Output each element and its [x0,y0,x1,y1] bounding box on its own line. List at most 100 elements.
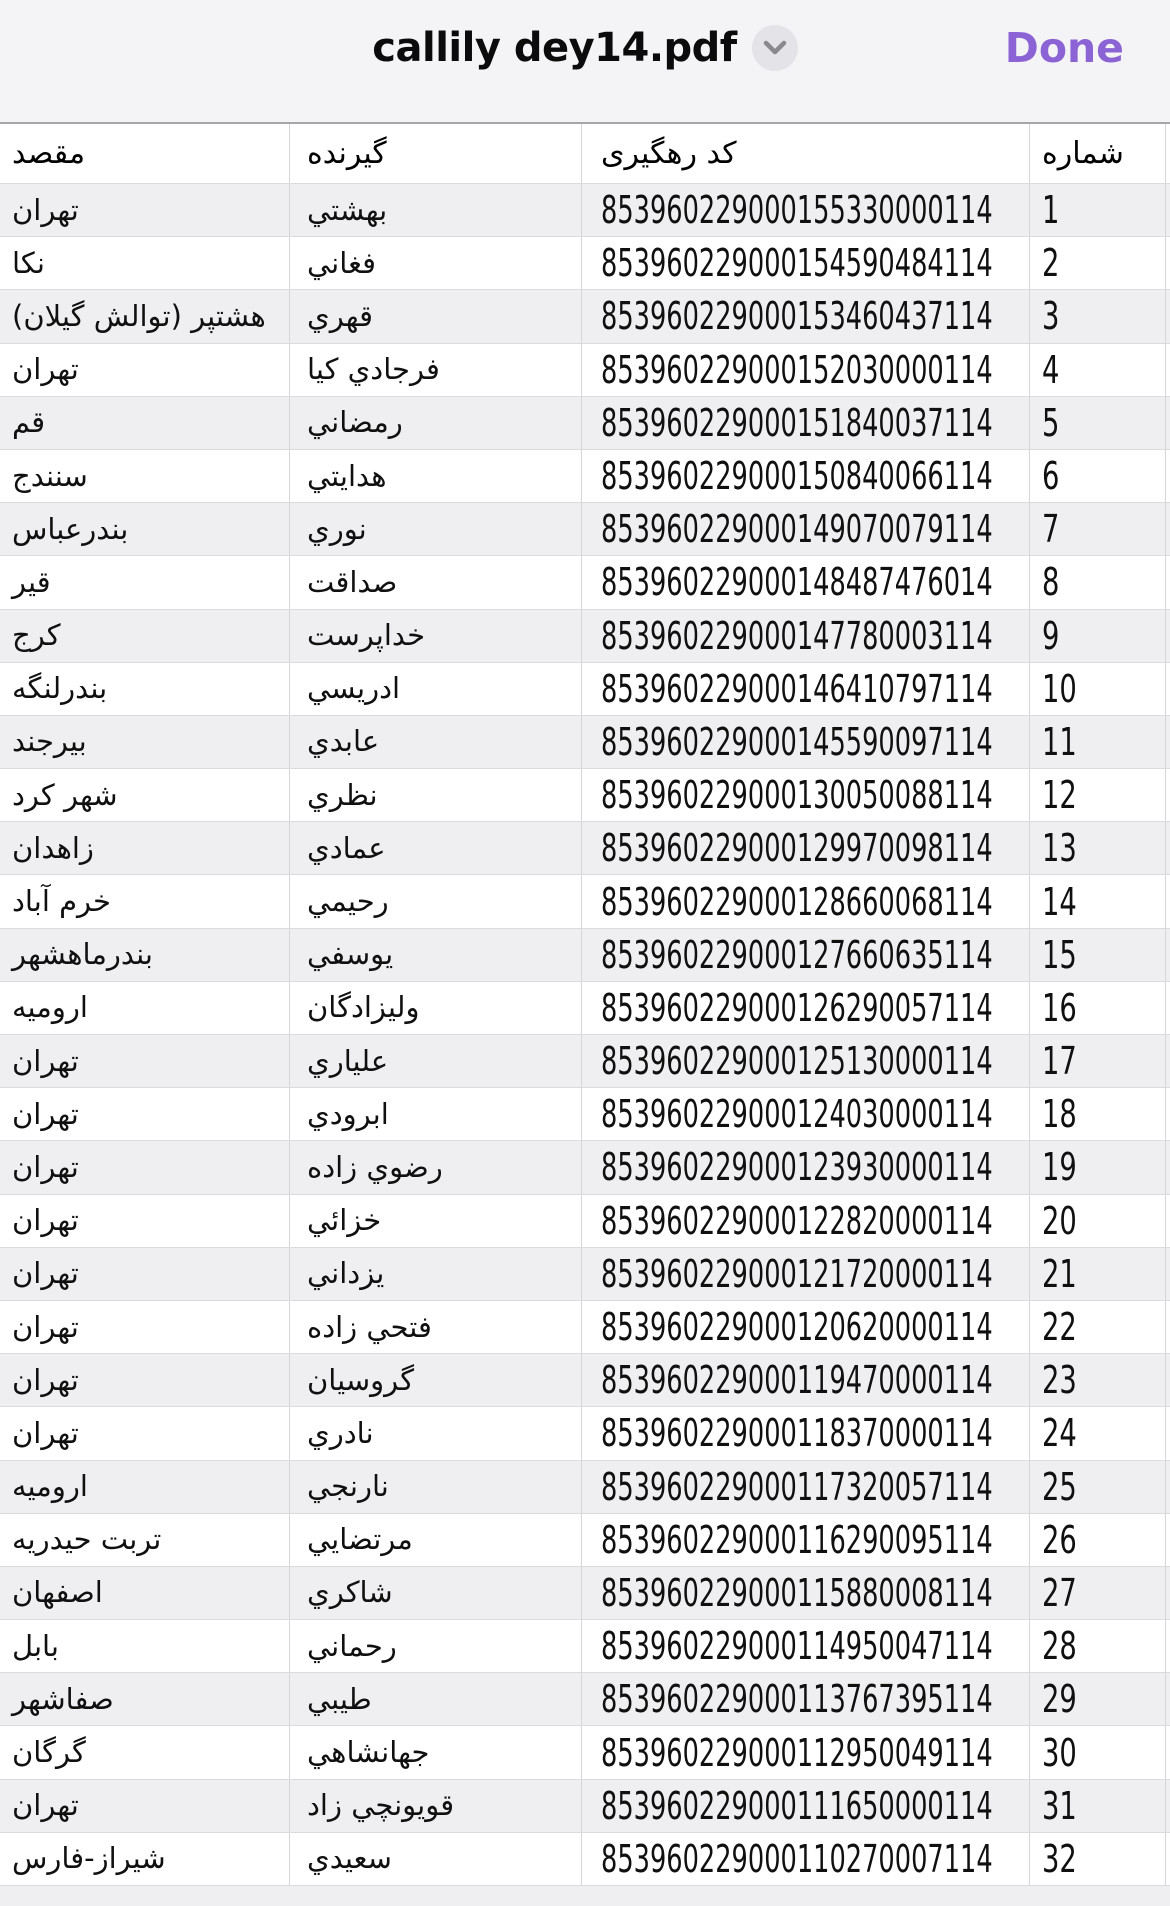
table-row: صفاشهر طيبي 853960229000113767395114 29 [0,1673,1170,1727]
row-filler [1166,1620,1170,1672]
destination-cell: تهران [0,1194,290,1247]
table-row: شهر كرد نظري 853960229000130050088114 12 [0,769,1170,823]
tracking-code-cell: 853960229000129970098114 [582,822,1030,875]
table-row: تهران بهشتي 853960229000155330000114 1 [0,184,1170,238]
row-filler [1166,769,1170,821]
recipient-cell: سعيدي [290,1832,582,1885]
destination-cell: بندرلنگه [0,662,290,715]
row-number-cell: 25 [1030,1460,1166,1513]
row-number-cell: 31 [1030,1779,1166,1832]
tracking-code-cell: 853960229000118370000114 [582,1407,1030,1460]
recipient-cell: مرتضايي [290,1513,582,1566]
table-row: زاهدان عمادي 853960229000129970098114 13 [0,822,1170,876]
row-number-cell: 10 [1030,662,1166,715]
recipient-cell: نادري [290,1407,582,1460]
row-filler [1166,929,1170,981]
table-row: شيراز-فارس سعيدي 85396022900011027000711… [0,1832,1170,1886]
row-number-cell: 24 [1030,1407,1166,1460]
row-number-cell: 8 [1030,556,1166,609]
recipient-cell: عابدي [290,715,582,769]
row-number-cell: 21 [1030,1247,1166,1300]
destination-cell: شيراز-فارس [0,1832,290,1885]
row-number-cell: 11 [1030,715,1166,769]
tracking-code-cell: 853960229000146410797114 [582,662,1030,715]
row-number-cell: 12 [1030,769,1166,822]
tracking-code-cell: 853960229000125130000114 [582,1035,1030,1088]
row-number-cell: 4 [1030,343,1166,396]
recipient-cell: گروسيان [290,1354,582,1407]
row-filler [1166,503,1170,555]
table-row: بيرجند عابدي 853960229000145590097114 11 [0,715,1170,770]
row-number-cell: 20 [1030,1194,1166,1247]
recipient-cell: علياري [290,1035,582,1088]
tracking-code-cell: 853960229000154590484114 [582,237,1030,290]
tracking-code-cell: 853960229000150840066114 [582,449,1030,503]
row-filler [1166,1195,1170,1247]
recipient-cell: رحماني [290,1620,582,1673]
recipient-cell: طيبي [290,1673,582,1726]
row-filler [1166,1514,1170,1566]
table-row: بندرعباس نوري 853960229000149070079114 7 [0,503,1170,557]
tracking-code-cell: 853960229000117320057114 [582,1460,1030,1513]
table-row: بندرلنگه ادريسي 853960229000146410797114… [0,662,1170,716]
row-filler [1166,716,1170,768]
destination-cell: تهران [0,1141,290,1194]
row-number-cell: 2 [1030,237,1166,290]
table-row: اصفهان شاكري 853960229000115880008114 27 [0,1566,1170,1621]
destination-cell: شهر كرد [0,769,290,822]
destination-cell: اروميه [0,981,290,1034]
table-row: قم رمضاني 853960229000151840037114 5 [0,396,1170,450]
row-filler [1166,1567,1170,1619]
recipient-cell: شاكري [290,1566,582,1620]
row-number-cell: 13 [1030,822,1166,875]
destination-cell: تهران [0,1407,290,1460]
tracking-code-cell: 853960229000130050088114 [582,769,1030,822]
table-row: تهران نادري 853960229000118370000114 24 [0,1407,1170,1461]
document-title-menu[interactable]: callily dey14.pdf [0,20,1170,76]
tracking-code-cell: 853960229000148487476014 [582,556,1030,609]
recipient-cell: خزائي [290,1194,582,1247]
row-number-cell: 9 [1030,609,1166,662]
row-number-cell: 23 [1030,1354,1166,1407]
chevron-down-icon [763,40,786,55]
destination-cell: كرج [0,609,290,662]
table-row: تهران فتحي زاده 853960229000120620000114… [0,1300,1170,1355]
row-filler [1166,1248,1170,1300]
destination-cell: اروميه [0,1460,290,1513]
row-filler [1166,1780,1170,1832]
row-filler [1166,1726,1170,1778]
tracking-code-cell: 853960229000119470000114 [582,1354,1030,1407]
row-number-cell: 16 [1030,981,1166,1034]
destination-cell: خرم آباد [0,875,290,928]
tracking-code-cell: 853960229000151840037114 [582,396,1030,449]
destination-cell: بندرماهشهر [0,928,290,981]
tracking-code-cell: 853960229000124030000114 [582,1088,1030,1141]
row-filler [1166,1833,1170,1885]
header-filler [1166,124,1170,183]
table-row: خرم آباد رحيمي 853960229000128660068114 … [0,875,1170,929]
tracking-code-cell: 853960229000122820000114 [582,1194,1030,1247]
tracking-code-cell: 853960229000120620000114 [582,1300,1030,1354]
recipient-cell: وليزادگان [290,981,582,1034]
row-filler [1166,1461,1170,1513]
destination-cell: تهران [0,1300,290,1354]
table-row: اروميه وليزادگان 85396022900012629005711… [0,981,1170,1035]
tracking-code-cell: 853960229000147780003114 [582,609,1030,662]
row-number-cell: 19 [1030,1141,1166,1194]
row-number-cell: 14 [1030,875,1166,928]
destination-cell: قم [0,396,290,449]
row-filler [1166,290,1170,342]
table-row: قير صداقت 853960229000148487476014 8 [0,556,1170,610]
destination-cell: صفاشهر [0,1673,290,1726]
recipient-cell: ادريسي [290,662,582,715]
row-filler [1166,344,1170,396]
destination-cell: زاهدان [0,822,290,875]
tracking-code-cell: 853960229000153460437114 [582,290,1030,343]
row-number-cell: 1 [1030,184,1166,237]
destination-cell: اصفهان [0,1566,290,1620]
done-button[interactable]: Done [1004,24,1124,72]
recipient-cell: بهشتي [290,184,582,237]
recipient-cell: فغاني [290,237,582,290]
tracking-code-cell: 853960229000155330000114 [582,184,1030,237]
title-menu-button[interactable] [751,25,798,71]
